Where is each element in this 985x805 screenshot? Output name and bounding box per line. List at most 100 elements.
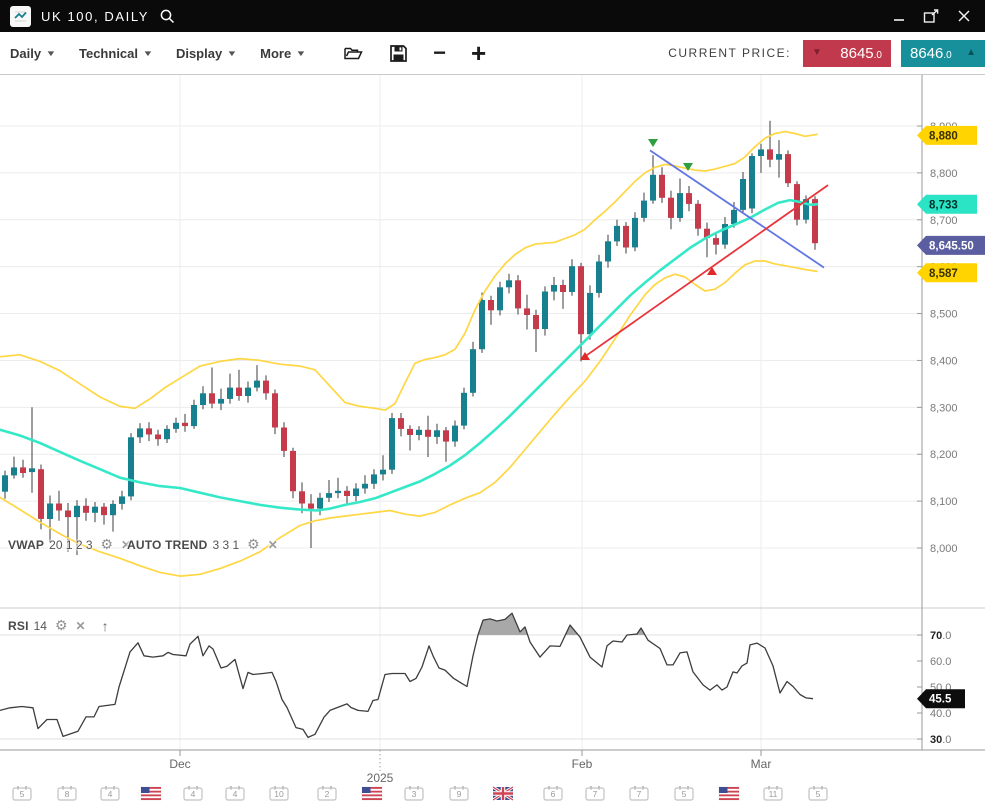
candle-down: [101, 506, 107, 516]
axis-badge-label: 8,733: [929, 199, 958, 211]
price-tick-label: 8,100: [930, 496, 958, 508]
uk-flag-icon[interactable]: [492, 785, 514, 802]
svg-text:11: 11: [769, 789, 778, 799]
window-controls: [893, 8, 975, 24]
auto-trend-indicator-params: 3 3 1: [212, 537, 240, 552]
candle-up: [110, 503, 116, 516]
axis-badge-label: 8,645.50: [929, 240, 974, 252]
svg-text:10: 10: [274, 789, 284, 799]
calendar-event-icon[interactable]: 4: [225, 786, 245, 801]
zoom-out-button[interactable]: −: [433, 40, 446, 65]
svg-text:5: 5: [816, 789, 821, 799]
axis-badge: [917, 125, 977, 145]
calendar-event-icon[interactable]: 7: [585, 786, 605, 801]
candle-up: [632, 217, 638, 248]
close-icon[interactable]: ✕: [75, 618, 86, 633]
candle-up: [137, 428, 143, 438]
price-tick-label: 8,700: [930, 215, 958, 227]
popout-button[interactable]: [923, 8, 940, 24]
menu-technical[interactable]: Technical ▼: [79, 46, 154, 61]
close-icon[interactable]: ✕: [121, 537, 132, 552]
time-axis-label: 2025: [367, 771, 394, 785]
candle-down: [272, 393, 278, 428]
menu-more[interactable]: More ▼: [260, 46, 307, 61]
calendar-event-icon[interactable]: 5: [674, 786, 694, 801]
axis-badge: [917, 263, 977, 283]
candle-up: [245, 387, 251, 396]
rsi-tick-label: 60.0: [930, 656, 951, 668]
candle-up: [803, 199, 809, 220]
candle-up: [191, 405, 197, 427]
close-icon[interactable]: ✕: [267, 537, 278, 552]
candle-up: [128, 437, 134, 497]
candle-up: [551, 285, 557, 292]
candle-down: [398, 418, 404, 429]
candle-up: [380, 469, 386, 475]
zoom-in-button[interactable]: +: [470, 38, 487, 68]
candle-up: [227, 387, 233, 399]
sell-signal-icon: [648, 139, 658, 147]
save-icon[interactable]: [389, 44, 408, 63]
calendar-event-icon[interactable]: 5: [12, 786, 32, 801]
us-flag-icon[interactable]: [361, 786, 383, 801]
close-button[interactable]: [957, 9, 971, 23]
gear-icon[interactable]: ⚙: [100, 536, 114, 552]
us-flag-icon[interactable]: [140, 786, 162, 801]
candle-up: [29, 468, 35, 473]
svg-text:7: 7: [637, 789, 642, 799]
candle-up: [389, 418, 395, 470]
candle-down: [290, 450, 296, 492]
gear-icon[interactable]: ⚙: [247, 536, 260, 552]
calendar-event-icon[interactable]: 4: [183, 786, 203, 801]
trend-line-support: [581, 184, 829, 360]
candle-up: [758, 149, 764, 156]
open-folder-icon[interactable]: [343, 44, 364, 62]
search-icon[interactable]: [159, 8, 176, 25]
axis-badge: [917, 689, 965, 709]
calendar-event-icon[interactable]: 6: [543, 786, 563, 801]
gear-icon[interactable]: ⚙: [54, 617, 68, 633]
candle-up: [677, 193, 683, 218]
trend-line-resistance: [649, 149, 825, 269]
expand-arrow-icon[interactable]: ↑: [101, 617, 109, 634]
calendar-event-icon[interactable]: 2: [317, 786, 337, 801]
calendar-event-icon[interactable]: 5: [808, 786, 828, 801]
svg-text:3: 3: [412, 789, 417, 799]
candle-up: [326, 493, 332, 498]
candle-up: [119, 496, 125, 504]
chart-canvas[interactable]: 8,9008,8008,7008,6008,5008,4008,3008,200…: [0, 75, 985, 805]
candle-down: [578, 266, 584, 335]
candle-up: [461, 392, 467, 426]
candle-down: [308, 503, 314, 509]
candle-down: [182, 422, 188, 427]
calendar-event-icon[interactable]: 3: [404, 786, 424, 801]
candle-down: [488, 300, 494, 311]
candle-up: [749, 156, 755, 209]
calendar-event-icon[interactable]: 8: [57, 786, 77, 801]
calendar-event-icon[interactable]: 7: [629, 786, 649, 801]
buy-price-badge[interactable]: 8646.0 ▲: [901, 39, 985, 67]
candle-down: [515, 280, 521, 309]
vwap-line: [0, 198, 819, 512]
candle-down: [623, 225, 629, 248]
menu-display[interactable]: Display ▼: [176, 46, 238, 61]
calendar-event-icon[interactable]: 4: [100, 786, 120, 801]
candle-up: [470, 349, 476, 393]
candle-up: [200, 393, 206, 405]
time-axis-label: Dec: [169, 757, 190, 771]
candle-down: [38, 469, 44, 519]
candle-up: [722, 224, 728, 245]
toolbar: Daily ▼ Technical ▼ Display ▼ More ▼: [0, 32, 985, 75]
calendar-event-icon[interactable]: 11: [763, 786, 783, 801]
candle-up: [92, 506, 98, 513]
candlestick-series: [2, 120, 818, 555]
sell-price-badge[interactable]: ▼ 8645.0: [803, 39, 891, 67]
axis-badge-label: 8,587: [929, 268, 958, 280]
us-flag-icon[interactable]: [718, 786, 740, 801]
calendar-event-icon[interactable]: 9: [449, 786, 469, 801]
minimize-button[interactable]: [893, 10, 906, 23]
auto-trend-indicator-header: AUTO TREND 3 3 1 ⚙ ✕: [127, 536, 278, 553]
calendar-event-icon[interactable]: 10: [269, 786, 289, 801]
menu-daily[interactable]: Daily ▼: [10, 46, 57, 61]
candle-up: [587, 292, 593, 335]
